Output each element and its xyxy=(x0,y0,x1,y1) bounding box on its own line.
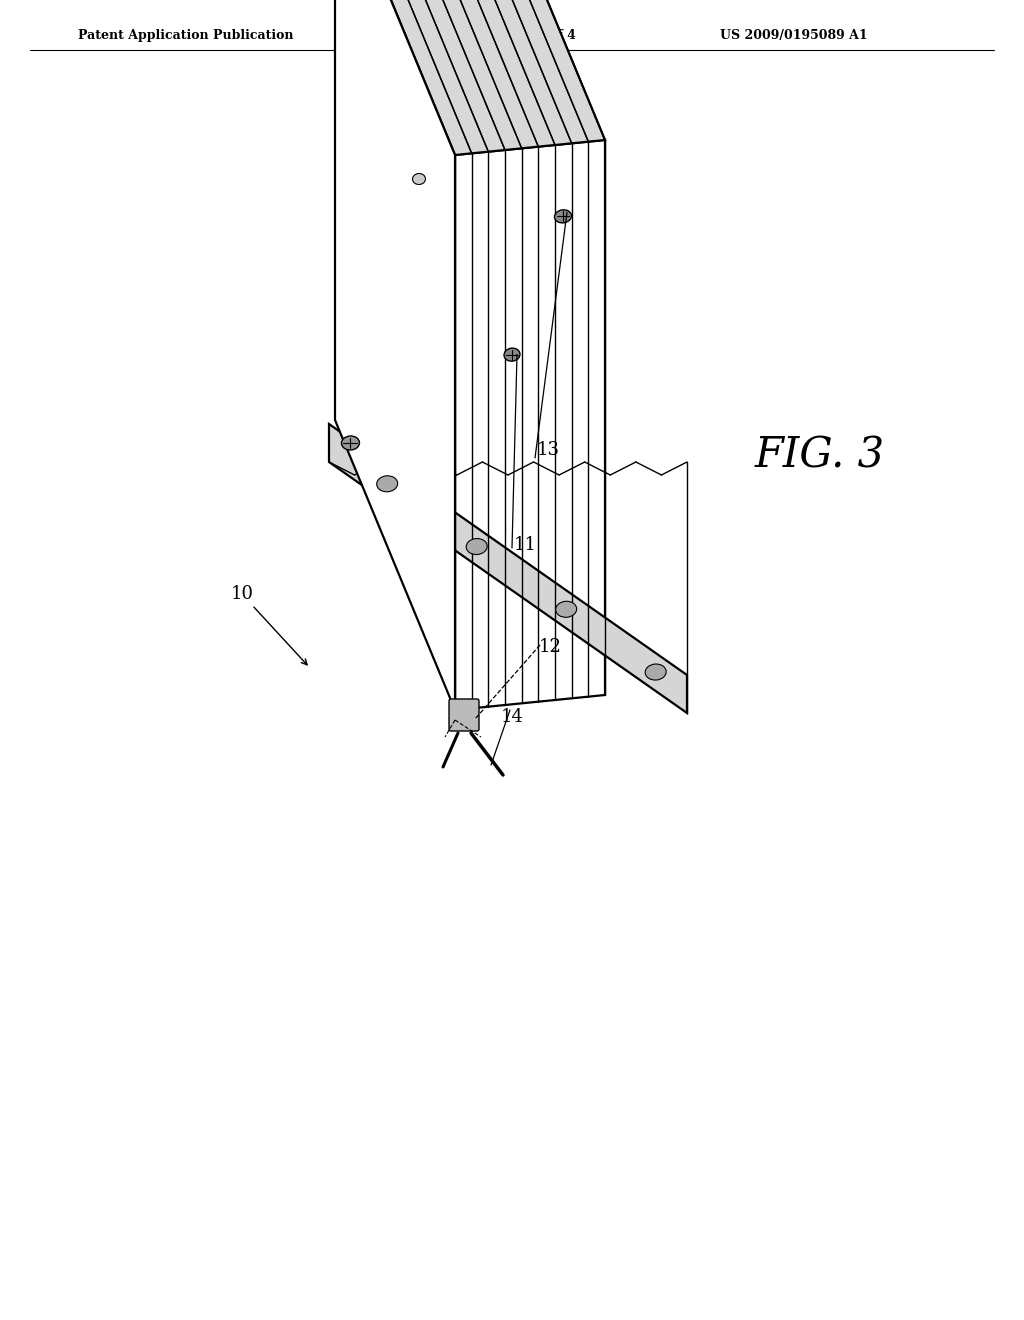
Ellipse shape xyxy=(377,475,397,492)
Polygon shape xyxy=(455,140,605,710)
Text: Aug. 6, 2009   Sheet 3 of 4: Aug. 6, 2009 Sheet 3 of 4 xyxy=(390,29,575,41)
Ellipse shape xyxy=(555,210,571,223)
Polygon shape xyxy=(329,424,687,713)
Ellipse shape xyxy=(556,602,577,618)
Polygon shape xyxy=(335,0,455,710)
Text: US 2009/0195089 A1: US 2009/0195089 A1 xyxy=(720,29,867,41)
Ellipse shape xyxy=(341,436,359,450)
Text: 14: 14 xyxy=(501,708,523,726)
Ellipse shape xyxy=(466,539,487,554)
Text: 10: 10 xyxy=(230,585,254,603)
Text: 11: 11 xyxy=(513,536,537,554)
Polygon shape xyxy=(335,0,605,154)
Text: 13: 13 xyxy=(537,441,559,459)
Text: FIG. 3: FIG. 3 xyxy=(755,434,885,477)
Ellipse shape xyxy=(413,173,426,185)
Ellipse shape xyxy=(504,348,520,362)
Ellipse shape xyxy=(645,664,667,680)
Text: 12: 12 xyxy=(539,638,561,656)
FancyBboxPatch shape xyxy=(449,700,479,731)
Text: Patent Application Publication: Patent Application Publication xyxy=(78,29,294,41)
